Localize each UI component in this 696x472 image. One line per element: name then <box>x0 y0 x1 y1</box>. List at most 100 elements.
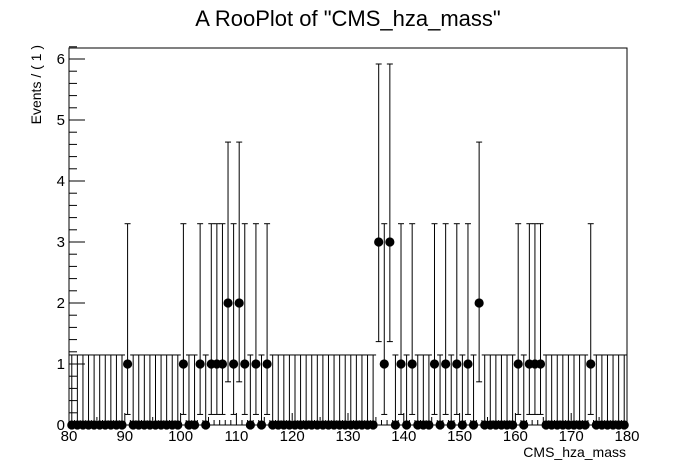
error-bar <box>219 223 226 415</box>
error-bar <box>96 354 103 426</box>
error-bar <box>107 354 114 426</box>
error-bar <box>386 63 393 343</box>
error-bar <box>504 354 511 426</box>
x-tick-label: 170 <box>559 428 584 445</box>
x-tick-label: 80 <box>61 428 78 445</box>
error-bar <box>169 354 176 426</box>
error-bar <box>476 141 483 383</box>
error-bar <box>610 354 617 426</box>
data-point <box>586 359 596 369</box>
data-point <box>474 298 484 308</box>
error-bar <box>113 354 120 426</box>
error-bar <box>286 354 293 426</box>
error-bar <box>353 354 360 426</box>
data-point <box>435 420 445 430</box>
data-point <box>217 359 228 369</box>
chart-title: A RooPlot of "CMS_hza_mass" <box>195 6 500 31</box>
error-bar <box>308 354 315 426</box>
error-bar <box>331 354 338 426</box>
y-tick-label: 0 <box>57 417 65 434</box>
error-bar <box>264 223 271 415</box>
error-bar <box>398 223 405 415</box>
error-bar <box>213 223 220 415</box>
data-point <box>446 420 456 430</box>
error-bar <box>146 354 153 426</box>
data-point <box>122 359 133 369</box>
error-bar <box>314 354 321 426</box>
error-bar <box>102 354 109 426</box>
data-point <box>229 359 239 369</box>
data-point <box>234 298 244 308</box>
data-point <box>178 359 188 369</box>
error-bar <box>275 354 282 426</box>
error-bar <box>236 141 243 383</box>
error-bar <box>124 223 131 415</box>
data-point <box>262 359 272 369</box>
error-bar <box>487 354 494 426</box>
error-bar <box>604 354 611 426</box>
data-point <box>379 359 389 369</box>
error-bar <box>481 354 488 426</box>
error-bar <box>615 354 622 426</box>
y-axis-label: Events / ( 1 ) <box>28 45 44 124</box>
y-tick-label: 2 <box>57 295 65 312</box>
data-points <box>67 237 629 430</box>
error-bar <box>252 223 259 415</box>
data-point <box>407 359 417 369</box>
data-point <box>245 420 255 430</box>
error-bar <box>158 354 165 426</box>
data-point <box>519 420 529 430</box>
error-bar <box>570 354 577 426</box>
y-tick-label: 6 <box>57 51 65 68</box>
data-point <box>117 420 127 430</box>
error-bar <box>375 63 382 343</box>
data-point <box>251 359 261 369</box>
data-point <box>619 420 629 430</box>
data-point <box>580 420 590 430</box>
x-tick-label: 110 <box>224 428 248 445</box>
error-bar <box>587 223 594 415</box>
error-bar <box>297 354 304 426</box>
error-bar <box>68 354 75 426</box>
data-point <box>189 420 200 430</box>
error-bar <box>280 354 287 426</box>
data-point <box>513 359 523 369</box>
error-bar <box>197 223 204 415</box>
error-bar <box>135 354 142 426</box>
error-bar <box>598 354 605 426</box>
error-bar <box>453 223 460 415</box>
error-bar <box>565 354 572 426</box>
data-point <box>240 359 250 369</box>
error-bar <box>364 354 371 426</box>
error-bar <box>85 354 92 426</box>
data-point <box>390 420 401 430</box>
error-bar <box>241 223 248 415</box>
data-point <box>396 359 406 369</box>
data-point <box>457 420 467 430</box>
data-point <box>223 298 233 308</box>
error-bar <box>431 223 438 415</box>
plot-frame <box>68 47 628 426</box>
x-tick-label: 160 <box>503 428 528 445</box>
data-point <box>429 359 440 369</box>
error-bar <box>621 354 628 426</box>
x-tick-label: 150 <box>447 428 472 445</box>
data-point <box>195 359 205 369</box>
error-bar <box>291 354 298 426</box>
y-tick-label: 4 <box>57 173 65 190</box>
error-bar <box>559 354 566 426</box>
tick-labels: 80 90 100 110 120 130 140 150 160 170 180 0 1 2 3 4 5 6 <box>57 51 640 445</box>
error-bar <box>74 354 81 426</box>
error-bar <box>336 354 343 426</box>
error-bar <box>464 223 471 415</box>
error-bar <box>492 354 499 426</box>
data-point <box>256 420 267 430</box>
data-point <box>468 420 479 430</box>
y-tick-label: 5 <box>57 112 65 129</box>
data-point <box>452 359 462 369</box>
error-bar <box>141 354 148 426</box>
error-bar <box>409 223 416 415</box>
error-bar <box>442 223 449 415</box>
x-tick-label: 90 <box>116 428 133 445</box>
